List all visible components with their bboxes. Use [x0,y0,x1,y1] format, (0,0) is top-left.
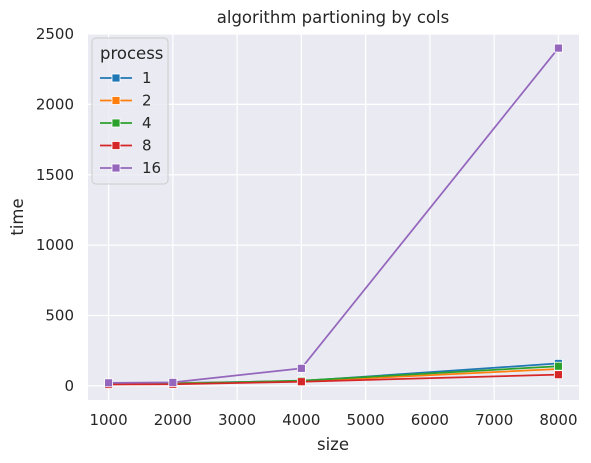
x-tick-label: 4000 [282,411,320,429]
legend-marker-8 [112,142,120,150]
x-axis-label: size [317,435,349,454]
legend-marker-2 [112,97,120,105]
x-tick-label: 2000 [154,411,192,429]
y-tick-label: 1000 [36,236,74,254]
legend-label-4: 4 [142,114,152,132]
series-marker-4 [554,362,562,370]
chart-title: algorithm partioning by cols [217,8,449,27]
y-tick-label: 0 [64,377,74,395]
series-marker-16 [105,379,113,387]
x-tick-label: 1000 [89,411,127,429]
legend-marker-4 [112,119,120,127]
legend: process 1 2 4 8 16 [92,38,168,184]
series-marker-8 [297,378,305,386]
series-marker-8 [554,371,562,379]
x-tick-label: 6000 [411,411,449,429]
y-tick-label: 1500 [36,166,74,184]
y-tick-label: 500 [45,307,74,325]
y-tick-label: 2500 [36,25,74,43]
legend-label-8: 8 [142,137,152,155]
x-tick-label: 7000 [475,411,513,429]
y-tick-label: 2000 [36,95,74,113]
x-tick-label: 8000 [539,411,577,429]
legend-marker-16 [112,164,120,172]
x-tick-label: 5000 [347,411,385,429]
x-tick-label: 3000 [218,411,256,429]
legend-title: process [100,44,163,63]
series-marker-16 [554,44,562,52]
legend-label-16: 16 [142,159,161,177]
series-marker-16 [297,364,305,372]
legend-label-1: 1 [142,69,152,87]
legend-label-2: 2 [142,92,152,110]
series-marker-16 [169,378,177,386]
legend-marker-1 [112,74,120,82]
y-axis-label: time [8,198,27,235]
